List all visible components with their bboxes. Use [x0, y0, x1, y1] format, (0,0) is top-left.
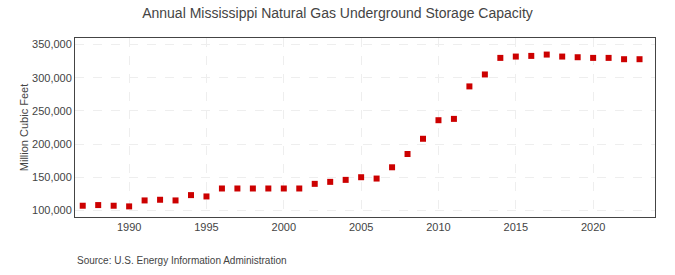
svg-text:Annual Mississippi Natural Gas: Annual Mississippi Natural Gas Undergrou… [142, 5, 533, 21]
svg-text:150,000: 150,000 [32, 171, 72, 183]
svg-text:300,000: 300,000 [32, 72, 72, 84]
svg-text:Million Cubic Feet: Million Cubic Feet [18, 84, 30, 171]
svg-text:250,000: 250,000 [32, 105, 72, 117]
svg-text:2010: 2010 [426, 221, 450, 233]
svg-text:100,000: 100,000 [32, 204, 72, 216]
svg-text:1995: 1995 [194, 221, 218, 233]
svg-text:2005: 2005 [349, 221, 373, 233]
svg-text:Source: U.S. Energy Informatio: Source: U.S. Energy Information Administ… [77, 255, 287, 266]
svg-text:350,000: 350,000 [32, 38, 72, 50]
svg-text:1990: 1990 [117, 221, 141, 233]
svg-text:2015: 2015 [504, 221, 528, 233]
svg-text:2000: 2000 [272, 221, 296, 233]
svg-text:2020: 2020 [581, 221, 605, 233]
svg-text:200,000: 200,000 [32, 138, 72, 150]
